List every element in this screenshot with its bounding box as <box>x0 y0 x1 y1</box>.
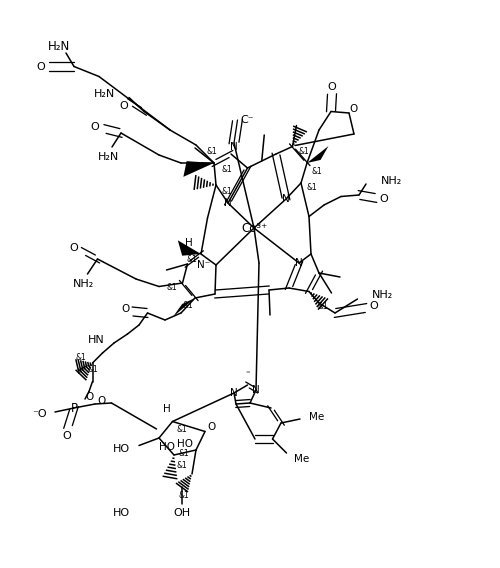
Text: N: N <box>295 258 303 268</box>
Text: O: O <box>120 101 128 111</box>
Text: ⁼: ⁼ <box>246 370 250 378</box>
Text: H: H <box>162 404 170 414</box>
Text: HO: HO <box>112 508 130 518</box>
Text: ⁻O: ⁻O <box>32 409 46 419</box>
Text: NH₂: NH₂ <box>372 290 393 300</box>
Text: O: O <box>207 423 215 432</box>
Text: &1: &1 <box>312 168 322 177</box>
Text: H₂N: H₂N <box>94 89 115 99</box>
Text: NH₂: NH₂ <box>381 177 402 186</box>
Text: O: O <box>379 194 388 204</box>
Text: NH₂: NH₂ <box>73 279 94 289</box>
Text: Co³⁺: Co³⁺ <box>241 222 267 235</box>
Text: O: O <box>121 304 129 314</box>
Text: O: O <box>69 243 78 253</box>
Text: N⁻: N⁻ <box>197 260 210 270</box>
Text: &1: &1 <box>178 449 189 458</box>
Text: H: H <box>184 238 192 248</box>
Text: HO: HO <box>158 442 174 452</box>
Text: H₂N: H₂N <box>98 152 119 162</box>
Text: &1: &1 <box>298 147 309 156</box>
Text: O: O <box>369 300 378 311</box>
Text: &1: &1 <box>76 353 86 362</box>
Text: &1: &1 <box>306 183 318 193</box>
Text: OH: OH <box>174 507 190 517</box>
Text: &1: &1 <box>166 283 177 293</box>
Text: &1: &1 <box>178 491 189 499</box>
Polygon shape <box>178 240 201 256</box>
Text: O: O <box>36 61 46 72</box>
Polygon shape <box>184 161 214 177</box>
Text: &1: &1 <box>222 186 232 195</box>
Text: P: P <box>70 402 78 415</box>
Text: N: N <box>230 388 238 398</box>
Text: O: O <box>328 81 336 91</box>
Text: &1: &1 <box>221 165 232 173</box>
Text: O: O <box>98 395 106 406</box>
Text: O: O <box>90 122 100 132</box>
Text: N: N <box>282 194 290 204</box>
Polygon shape <box>307 146 328 163</box>
Text: &1: &1 <box>206 148 217 157</box>
Text: &1: &1 <box>176 424 187 433</box>
Text: HO: HO <box>177 439 193 449</box>
Text: O: O <box>85 391 93 402</box>
Text: Me: Me <box>294 454 309 464</box>
Text: &1: &1 <box>182 301 193 310</box>
Polygon shape <box>173 298 195 317</box>
Text: Me: Me <box>308 412 324 422</box>
Text: HN: HN <box>88 335 105 345</box>
Text: O: O <box>62 431 71 441</box>
Text: N: N <box>224 198 232 208</box>
Text: &1: &1 <box>318 302 328 311</box>
Text: &1: &1 <box>87 365 98 374</box>
Text: N: N <box>230 142 238 152</box>
Text: &1: &1 <box>186 254 198 264</box>
Text: &1: &1 <box>176 461 187 470</box>
Text: N: N <box>252 385 260 395</box>
Text: HO: HO <box>113 444 130 454</box>
Text: H₂N: H₂N <box>48 40 70 53</box>
Text: C⁻: C⁻ <box>240 115 254 125</box>
Text: O: O <box>350 104 358 114</box>
